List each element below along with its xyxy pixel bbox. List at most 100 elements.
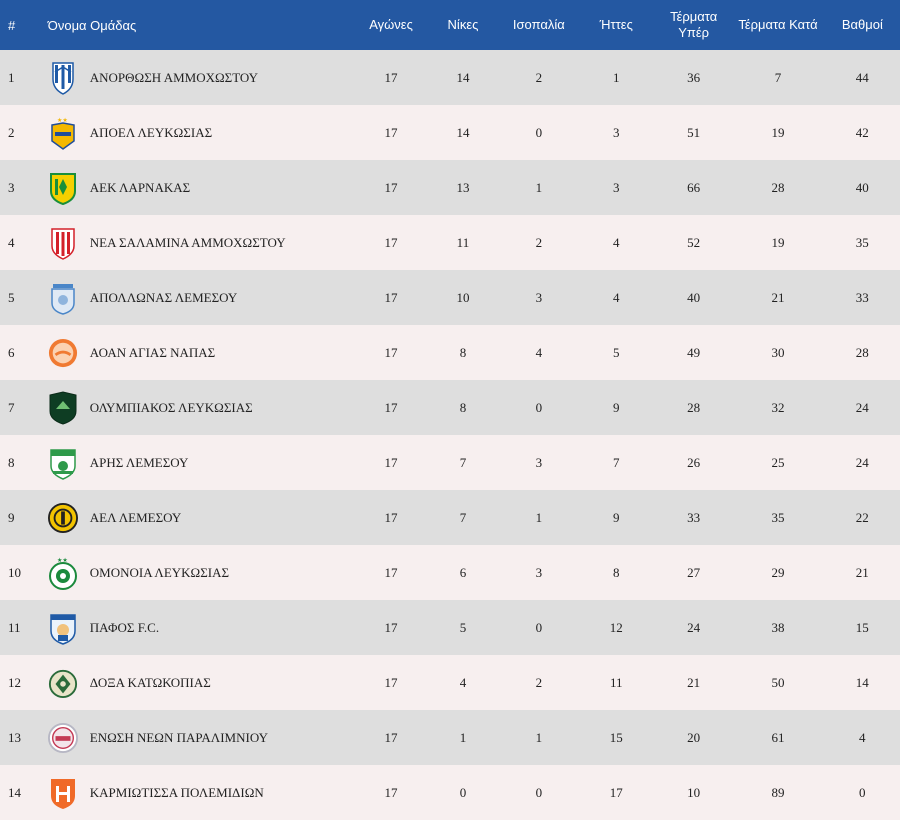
team-cell: ★★ ΑΠΟΕΛ ΛΕΥΚΩΣΙΑΣ [38,115,356,151]
table-row: 12 ΔΟΞΑ ΚΑΤΩΚΟΠΙΑΣ 17 4 2 11 21 50 14 [0,655,900,710]
team-name[interactable]: ΝΕΑ ΣΑΛΑΜΙΝΑ ΑΜΜΟΧΩΣΤΟΥ [89,234,286,250]
wins-cell: 5 [459,619,467,635]
table-body: 1 ΑΝΟΡΘΩΣΗ ΑΜΜΟΧΩΣΤΟΥ 17 14 2 1 36 7 44 2 ★★ ΑΠΟΕΛ … [0,50,900,820]
goals-for-cell: 21 [687,674,701,690]
goals-for-cell: 24 [687,619,701,635]
team-cell: ΑΡΗΣ ΛΕΜΕΣΟΥ [38,445,356,481]
wins-cell: 7 [459,509,467,525]
team-cell: ΠΑΦΟΣ F.C. [38,610,356,646]
goals-for-cell: 51 [687,124,701,140]
losses-cell: 3 [612,179,620,195]
rank-cell: 6 [8,344,15,360]
wins-cell: 8 [459,399,467,415]
losses-cell: 7 [612,454,620,470]
losses-cell: 5 [612,344,620,360]
goals-for-cell: 26 [687,454,701,470]
table-row: 4 ΝΕΑ ΣΑΛΑΜΙΝΑ ΑΜΜΟΧΩΣΤΟΥ 17 11 2 4 52 19 35 [0,215,900,270]
team-name[interactable]: ΑΠΟΕΛ ΛΕΥΚΩΣΙΑΣ [89,124,213,140]
header-played: Αγώνες [369,17,413,32]
played-cell: 17 [384,619,398,635]
goals-against-cell: 30 [771,344,785,360]
wins-cell: 7 [459,454,467,470]
goals-for-cell: 28 [687,399,701,415]
losses-cell: 4 [612,234,620,250]
team-name[interactable]: ΟΜΟΝΟΙΑ ΛΕΥΚΩΣΙΑΣ [89,564,230,580]
points-cell: 24 [855,454,869,470]
losses-cell: 17 [609,784,623,800]
header-team-name: Όνομα Ομάδας [47,17,137,33]
team-name[interactable]: ΑΟΑΝ ΑΓΙΑΣ ΝΑΠΑΣ [89,344,216,360]
goals-for-cell: 52 [687,234,701,250]
points-cell: 4 [859,729,866,745]
team-cell: ΑΝΟΡΘΩΣΗ ΑΜΜΟΧΩΣΤΟΥ [38,60,356,96]
played-cell: 17 [384,69,398,85]
rank-cell: 2 [8,124,15,140]
draws-cell: 0 [535,784,543,800]
team-name[interactable]: ΑΠΟΛΛΩΝΑΣ ΛΕΜΕΣΟΥ [89,289,238,305]
goals-for-cell: 10 [687,784,701,800]
team-name[interactable]: ΑΝΟΡΘΩΣΗ ΑΜΜΟΧΩΣΤΟΥ [89,69,259,85]
team-name[interactable]: ΕΝΩΣΗ ΝΕΩΝ ΠΑΡΑΛΙΜΝΙΟΥ [89,729,268,745]
wins-cell: 1 [459,729,467,745]
table-row: 9 ΑΕΛ ΛΕΜΕΣΟΥ 17 7 1 9 33 35 22 [0,490,900,545]
losses-cell: 9 [612,509,620,525]
points-cell: 15 [855,619,869,635]
team-cell: ΑΕΛ ΛΕΜΕΣΟΥ [38,500,356,536]
team-name[interactable]: ΔΟΞΑ ΚΑΤΩΚΟΠΙΑΣ [89,674,211,690]
aek-crest-icon [48,170,78,206]
goals-against-cell: 21 [771,289,785,305]
wins-cell: 0 [459,784,467,800]
rank-cell: 1 [8,69,15,85]
points-cell: 24 [855,399,869,415]
team-name[interactable]: ΑΡΗΣ ΛΕΜΕΣΟΥ [89,454,189,470]
wins-cell: 14 [456,69,470,85]
team-name[interactable]: ΚΑΡΜΙΩΤΙΣΣΑ ΠΟΛΕΜΙΔΙΩΝ [89,784,264,800]
goals-for-cell: 33 [687,509,701,525]
played-cell: 17 [384,674,398,690]
olympiakos-crest-icon [48,390,78,426]
team-cell: ΔΟΞΑ ΚΑΤΩΚΟΠΙΑΣ [38,665,356,701]
karmiotissa-crest-icon [48,775,78,811]
played-cell: 17 [384,454,398,470]
goals-for-cell: 40 [687,289,701,305]
rank-cell: 13 [8,729,21,745]
table-row: 5 ΑΠΟΛΛΩΝΑΣ ΛΕΜΕΣΟΥ 17 10 3 4 40 21 33 [0,270,900,325]
played-cell: 17 [384,399,398,415]
draws-cell: 0 [535,399,543,415]
goals-for-cell: 66 [687,179,701,195]
table-row: 10 ★★ ΟΜΟΝΟΙΑ ΛΕΥΚΩΣΙΑΣ 17 6 3 8 27 29 21 [0,545,900,600]
goals-against-cell: 89 [771,784,785,800]
rank-cell: 7 [8,399,15,415]
table-row: 8 ΑΡΗΣ ΛΕΜΕΣΟΥ 17 7 3 7 26 25 24 [0,435,900,490]
header-points: Βαθμοί [841,17,883,32]
draws-cell: 0 [535,124,543,140]
team-cell: ΕΝΩΣΗ ΝΕΩΝ ΠΑΡΑΛΙΜΝΙΟΥ [38,720,356,756]
wins-cell: 11 [456,234,470,250]
goals-against-cell: 32 [771,399,785,415]
header-rank: # [8,17,16,33]
team-name[interactable]: ΠΑΦΟΣ F.C. [89,619,160,635]
points-cell: 0 [859,784,866,800]
table-row: 1 ΑΝΟΡΘΩΣΗ ΑΜΜΟΧΩΣΤΟΥ 17 14 2 1 36 7 44 [0,50,900,105]
table-row: 11 ΠΑΦΟΣ F.C. 17 5 0 12 24 38 15 [0,600,900,655]
table-row: 6 ΑΟΑΝ ΑΓΙΑΣ ΝΑΠΑΣ 17 8 4 5 49 30 28 [0,325,900,380]
team-name[interactable]: ΑΕΛ ΛΕΜΕΣΟΥ [89,509,182,525]
draws-cell: 0 [535,619,543,635]
draws-cell: 2 [535,234,543,250]
draws-cell: 1 [535,509,543,525]
goals-against-cell: 7 [774,69,782,85]
enp-crest-icon [47,720,78,756]
played-cell: 17 [384,234,398,250]
points-cell: 28 [855,344,869,360]
table-header: # Όνομα Ομάδας Αγώνες Νίκες Ισοπαλία Ήττ… [0,0,900,50]
played-cell: 17 [384,124,398,140]
points-cell: 35 [855,234,869,250]
team-name[interactable]: ΑΕΚ ΛΑΡΝΑΚΑΣ [89,179,191,195]
team-name[interactable]: ΟΛΥΜΠΙΑΚΟΣ ΛΕΥΚΩΣΙΑΣ [89,399,253,415]
wins-cell: 14 [456,124,470,140]
played-cell: 17 [384,289,398,305]
doxa-crest-icon [48,665,78,701]
goals-against-cell: 38 [771,619,785,635]
goals-for-cell: 49 [687,344,701,360]
losses-cell: 8 [612,564,620,580]
